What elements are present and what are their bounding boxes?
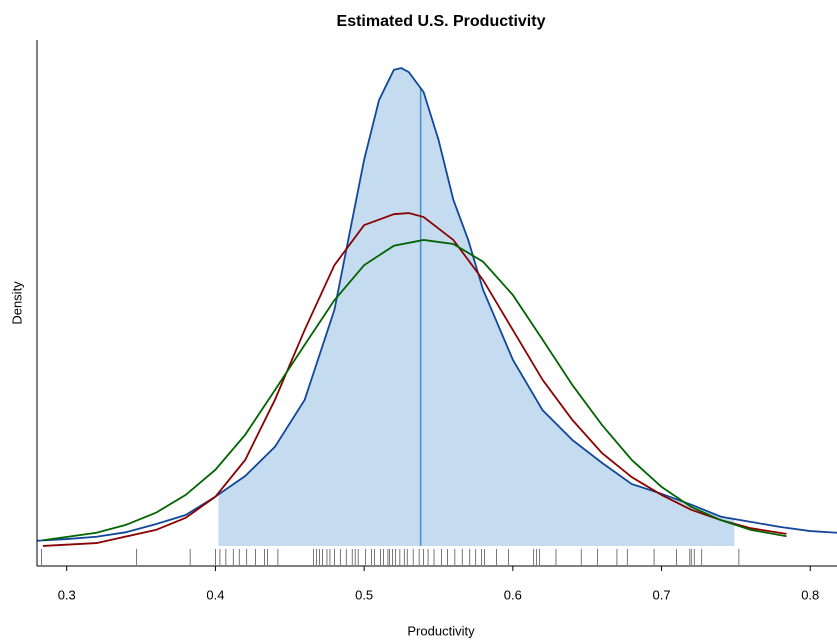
x-tick-label: 0.8 <box>801 587 819 602</box>
x-tick-label: 0.4 <box>206 587 224 602</box>
x-tick-label: 0.6 <box>504 587 522 602</box>
x-tick-label: 0.5 <box>355 587 373 602</box>
chart-title: Estimated U.S. Productivity <box>337 13 546 30</box>
density-curve <box>42 212 787 547</box>
density-curve <box>42 239 787 542</box>
x-tick-label: 0.7 <box>652 587 670 602</box>
plot-area <box>37 67 837 565</box>
x-axis-label: Productivity <box>407 623 475 638</box>
x-tick-label: 0.3 <box>58 587 76 602</box>
shaded-area <box>218 68 735 546</box>
y-axis-label: Density <box>9 281 24 325</box>
